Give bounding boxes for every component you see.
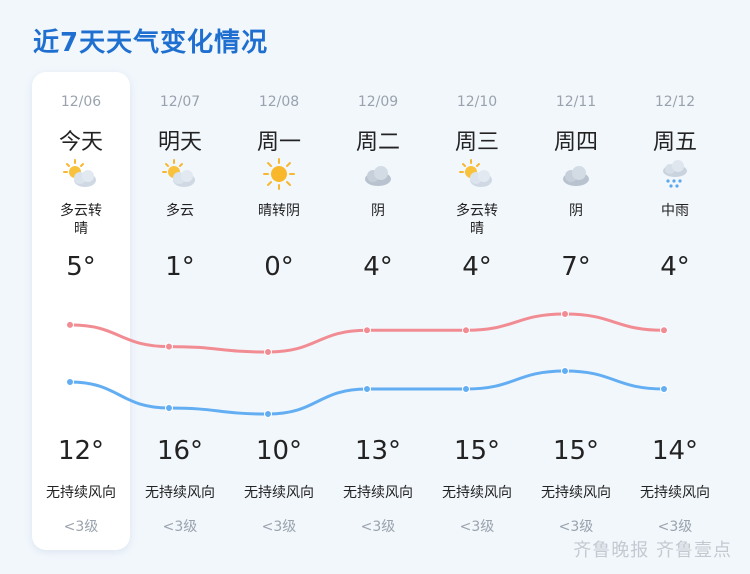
high-temp-line-point [462, 385, 470, 393]
wind-level: <3级 [261, 519, 297, 535]
wind-level: <3级 [657, 519, 693, 535]
weather-description: 中雨 [661, 203, 689, 219]
wind-level: <3级 [360, 519, 396, 535]
day-column: 12/10 周三 多云转晴 4° 15° 无持续风向 <3级 [428, 72, 526, 550]
high-temp-line-point [165, 404, 173, 412]
low-temperature: 1° [165, 252, 195, 282]
sunny-icon [230, 158, 328, 190]
wind-direction: 无持续风向 [46, 485, 116, 501]
day-date: 12/11 [555, 94, 597, 110]
weather-description: 多云转晴 [456, 203, 498, 237]
day-weekday: 周五 [652, 130, 697, 155]
wind-direction: 无持续风向 [145, 485, 215, 501]
page-title: 近7天天气变化情况 [33, 28, 269, 58]
day-weekday: 周一 [256, 130, 301, 155]
high-temp-line-point [561, 367, 569, 375]
wind-direction: 无持续风向 [343, 485, 413, 501]
watermark: 齐鲁晚报 齐鲁壹点 [573, 540, 732, 561]
day-column: 12/07 明天 多云 1° 16° 无持续风向 <3级 [131, 72, 229, 550]
day-column: 12/08 周一 晴转阴 0° 10° 无持续风向 <3级 [230, 72, 328, 550]
wind-direction: 无持续风向 [442, 485, 512, 501]
cloudy-icon [527, 158, 625, 190]
high-temperature: 16° [156, 436, 204, 466]
high-temp-line-point [363, 385, 371, 393]
wind-direction: 无持续风向 [541, 485, 611, 501]
high-temp-line-point [66, 378, 74, 386]
day-date: 12/12 [654, 94, 696, 110]
partly-cloudy-icon [428, 158, 526, 190]
low-temp-line-point [264, 348, 272, 356]
day-column: 12/06 今天 多云转晴 5° 12° 无持续风向 <3级 [32, 72, 130, 550]
weather-description: 多云转晴 [60, 203, 102, 237]
low-temp-line-point [165, 342, 173, 351]
day-date: 12/06 [60, 94, 102, 110]
day-date: 12/10 [456, 94, 498, 110]
weather-description: 阴 [569, 203, 583, 219]
weather-description: 多云 [166, 203, 194, 219]
high-temp-line-point [264, 410, 272, 418]
low-temperature: 7° [561, 252, 591, 282]
weather-description: 晴转阴 [258, 203, 300, 219]
high-temperature: 15° [552, 436, 600, 466]
low-temp-line-point [66, 320, 74, 329]
partly-cloudy-icon [131, 158, 229, 190]
wind-direction: 无持续风向 [640, 485, 710, 501]
high-temperature: 15° [453, 436, 501, 466]
high-temperature: 10° [255, 436, 303, 466]
today-highlight-card [32, 72, 130, 550]
high-temperature: 13° [354, 436, 402, 466]
low-temp-line-point [561, 310, 569, 318]
low-temperature: 5° [66, 252, 96, 282]
wind-direction: 无持续风向 [244, 485, 314, 501]
day-date: 12/08 [258, 94, 300, 110]
high-temp-line-point [660, 385, 668, 393]
wind-level: <3级 [162, 519, 198, 535]
low-temperature: 4° [462, 252, 492, 282]
low-temperature: 4° [660, 252, 690, 282]
day-weekday: 今天 [58, 130, 103, 155]
day-weekday: 周四 [553, 130, 598, 155]
day-weekday: 明天 [157, 130, 202, 155]
day-weekday: 周二 [355, 130, 400, 155]
day-column: 12/09 周二 阴 4° 13° 无持续风向 <3级 [329, 72, 427, 550]
wind-level: <3级 [459, 519, 495, 535]
low-temperature: 0° [264, 252, 294, 282]
low-temp-line-point [363, 326, 371, 335]
low-temp-line-point [660, 326, 668, 335]
day-date: 12/09 [357, 94, 399, 110]
high-temperature: 14° [651, 436, 699, 466]
high-temperature: 12° [57, 436, 105, 466]
low-temperature: 4° [363, 252, 393, 282]
rain-icon [626, 158, 724, 190]
day-weekday: 周三 [454, 130, 499, 155]
weather-description: 阴 [371, 203, 385, 219]
day-column: 12/11 周四 阴 7° 15° 无持续风向 <3级 [527, 72, 625, 550]
low-temp-line-point [462, 326, 470, 335]
day-date: 12/07 [159, 94, 201, 110]
partly-cloudy-icon [32, 158, 130, 190]
wind-level: <3级 [558, 519, 594, 535]
wind-level: <3级 [63, 519, 99, 535]
day-column: 12/12 周五 中雨 4° 14° 无持续风向 <3级 [626, 72, 724, 550]
cloudy-icon [329, 158, 427, 190]
